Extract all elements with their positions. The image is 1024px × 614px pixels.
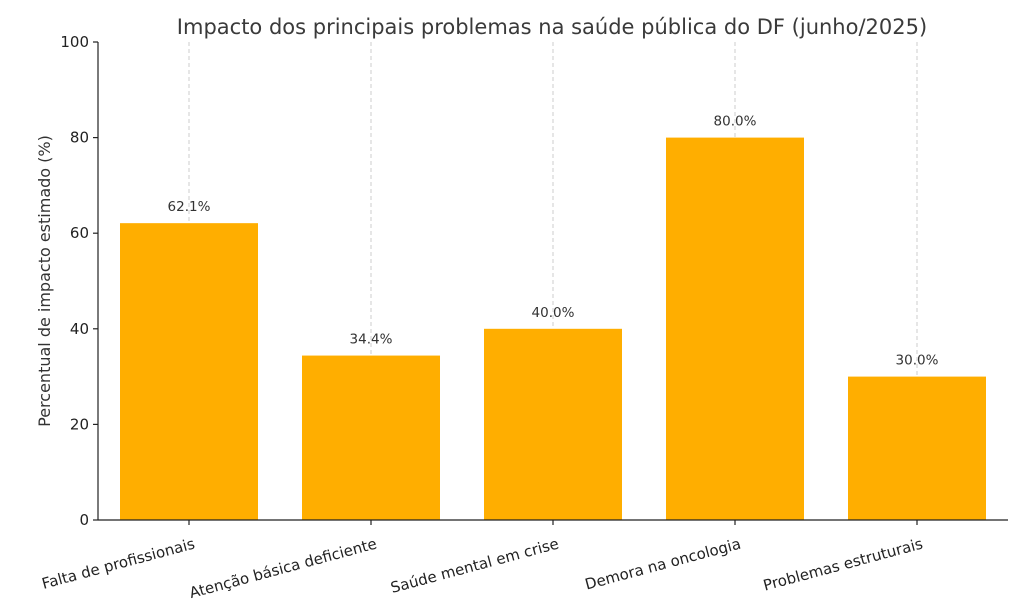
x-tick-label-5: Problemas estruturais [761,535,925,595]
y-tick-label-2: 40 [70,320,89,338]
bar-4 [666,137,804,520]
y-tick-label-5: 100 [60,33,89,51]
chart-title: Impacto dos principais problemas na saúd… [177,15,927,39]
data-label-5: 30.0% [896,353,939,369]
bars [120,137,986,521]
x-tick-label-1: Falta de profissionais [40,535,197,593]
y-tick-label-1: 20 [70,415,89,433]
data-label-3: 40.0% [532,305,575,321]
y-tick-label-0: 0 [79,511,89,529]
bar-3 [484,328,622,520]
bar-5 [848,376,986,520]
data-label-1: 62.1% [168,199,211,215]
y-ticks: 0 20 40 60 80 100 [60,33,98,529]
x-tick-label-4: Demora na oncologia [583,535,743,594]
data-labels: 62.1% 34.4% 40.0% 80.0% 30.0% [168,114,939,369]
x-tick-label-2: Atenção básica deficiente [187,535,378,602]
data-label-4: 80.0% [714,114,757,130]
bar-2 [302,355,440,520]
bar-1 [120,223,258,521]
x-tick-label-3: Saúde mental em crise [389,535,561,597]
y-axis-label: Percentual de impacto estimado (%) [35,135,54,427]
data-label-2: 34.4% [350,332,393,348]
y-tick-label-4: 80 [70,129,89,147]
y-tick-label-3: 60 [70,224,89,242]
